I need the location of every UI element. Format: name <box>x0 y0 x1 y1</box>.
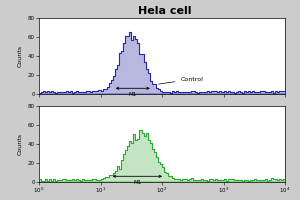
Y-axis label: Counts: Counts <box>17 45 22 67</box>
Text: Control: Control <box>159 77 203 84</box>
Text: M1: M1 <box>129 92 137 97</box>
Text: M1: M1 <box>133 180 142 185</box>
Y-axis label: Counts: Counts <box>17 133 22 155</box>
Text: Hela cell: Hela cell <box>138 6 192 16</box>
